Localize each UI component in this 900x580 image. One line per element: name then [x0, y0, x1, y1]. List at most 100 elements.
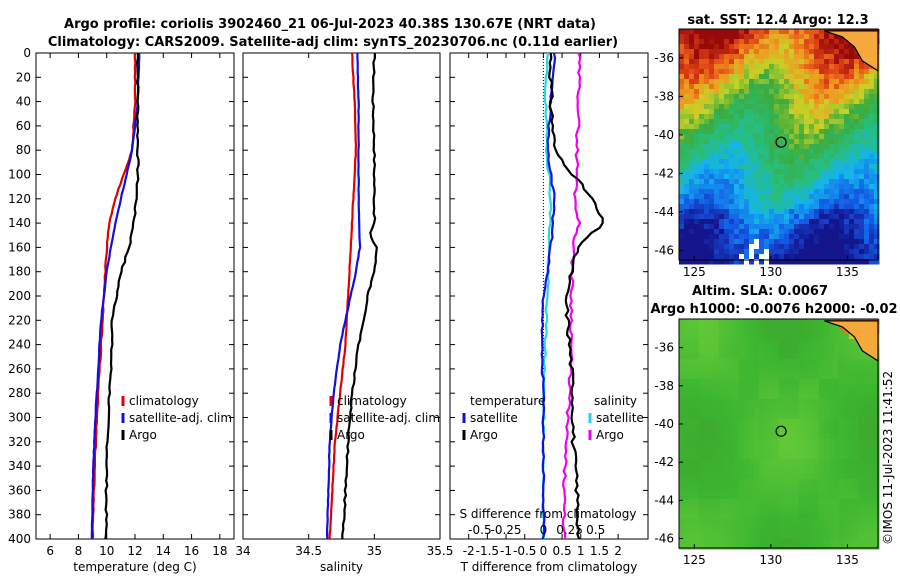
- map-cell: [804, 59, 810, 65]
- map-cell: [729, 399, 735, 405]
- map-cell: [814, 104, 820, 110]
- map-cell: [799, 419, 805, 425]
- map-cell: [834, 364, 840, 370]
- map-cell: [869, 99, 875, 105]
- map-cell: [799, 69, 805, 75]
- map-cell: [739, 84, 745, 90]
- map-cell: [869, 429, 875, 435]
- map-cell: [734, 79, 740, 85]
- map-cell: [754, 209, 760, 215]
- map-cell: [849, 334, 855, 340]
- map-cell: [739, 474, 745, 480]
- map-cell: [854, 369, 860, 375]
- map-cell: [774, 214, 780, 220]
- map-cell: [714, 409, 720, 415]
- map-cell: [729, 184, 735, 190]
- map-cell: [694, 384, 700, 390]
- map-cell: [799, 514, 805, 520]
- map-cell: [729, 234, 735, 240]
- map-cell: [759, 109, 765, 115]
- map-cell: [769, 324, 775, 330]
- map-cell: [834, 514, 840, 520]
- map-cell: [764, 449, 770, 455]
- map-cell: [774, 519, 780, 525]
- map-cell: [729, 424, 735, 430]
- map-cell: [864, 104, 870, 110]
- map-cell: [824, 484, 830, 490]
- map-cell: [809, 144, 815, 150]
- map-cell: [754, 254, 760, 260]
- map-cell: [769, 169, 775, 175]
- map-cell: [799, 499, 805, 505]
- map-cell: [794, 214, 800, 220]
- map-cell: [849, 209, 855, 215]
- map-cell: [799, 84, 805, 90]
- map-cell: [769, 479, 775, 485]
- map-cell: [734, 49, 740, 55]
- map-cell: [859, 154, 865, 160]
- map-cell: [744, 204, 750, 210]
- map-cell: [714, 544, 720, 550]
- map-cell: [804, 494, 810, 500]
- map-cell: [704, 474, 710, 480]
- map-cell: [799, 369, 805, 375]
- map-cell: [854, 499, 860, 505]
- map-cell: [859, 454, 865, 460]
- map-cell: [799, 194, 805, 200]
- map-cell: [844, 449, 850, 455]
- map-cell: [709, 394, 715, 400]
- map-cell: [789, 484, 795, 490]
- map-cell: [729, 34, 735, 40]
- map-cell: [769, 239, 775, 245]
- map-cell: [829, 214, 835, 220]
- map-cell: [854, 259, 860, 265]
- map-cell: [874, 184, 880, 190]
- map-cell: [864, 149, 870, 155]
- map-cell: [759, 509, 765, 515]
- map-cell: [794, 184, 800, 190]
- map-cell: [834, 519, 840, 525]
- map-cell: [684, 504, 690, 510]
- map-cell: [729, 319, 735, 325]
- map-cell: [684, 69, 690, 75]
- map-cell: [679, 139, 685, 145]
- map-cell: [704, 359, 710, 365]
- map-y-tick-label: -38: [654, 379, 674, 393]
- map-cell: [849, 199, 855, 205]
- map-cell: [714, 239, 720, 245]
- map-cell: [854, 474, 860, 480]
- map-cell: [679, 419, 685, 425]
- map-cell: [804, 384, 810, 390]
- map-cell: [824, 339, 830, 345]
- map-cell: [714, 339, 720, 345]
- map-cell: [794, 499, 800, 505]
- map-cell: [854, 419, 860, 425]
- map-cell: [709, 154, 715, 160]
- map-cell: [759, 459, 765, 465]
- map-cell: [714, 149, 720, 155]
- map-cell: [859, 429, 865, 435]
- map-cell: [699, 364, 705, 370]
- map-cell: [769, 54, 775, 60]
- map-cell: [764, 174, 770, 180]
- map-cell: [689, 444, 695, 450]
- temperature-profile-xlabel: temperature (deg C): [73, 560, 196, 574]
- map-cell: [734, 469, 740, 475]
- map-cell: [769, 524, 775, 530]
- map-cell: [824, 464, 830, 470]
- map-cell: [759, 84, 765, 90]
- map-cell: [709, 434, 715, 440]
- map-cell: [839, 409, 845, 415]
- map-cell: [729, 339, 735, 345]
- map-cell: [679, 259, 685, 265]
- map-cell: [714, 179, 720, 185]
- map-cell: [874, 74, 880, 80]
- map-cell: [794, 34, 800, 40]
- map-cell: [844, 179, 850, 185]
- map-cell: [844, 444, 850, 450]
- map-cell: [684, 259, 690, 265]
- map-cell: [704, 389, 710, 395]
- map-cell: [684, 94, 690, 100]
- map-cell: [814, 484, 820, 490]
- map-cell: [729, 244, 735, 250]
